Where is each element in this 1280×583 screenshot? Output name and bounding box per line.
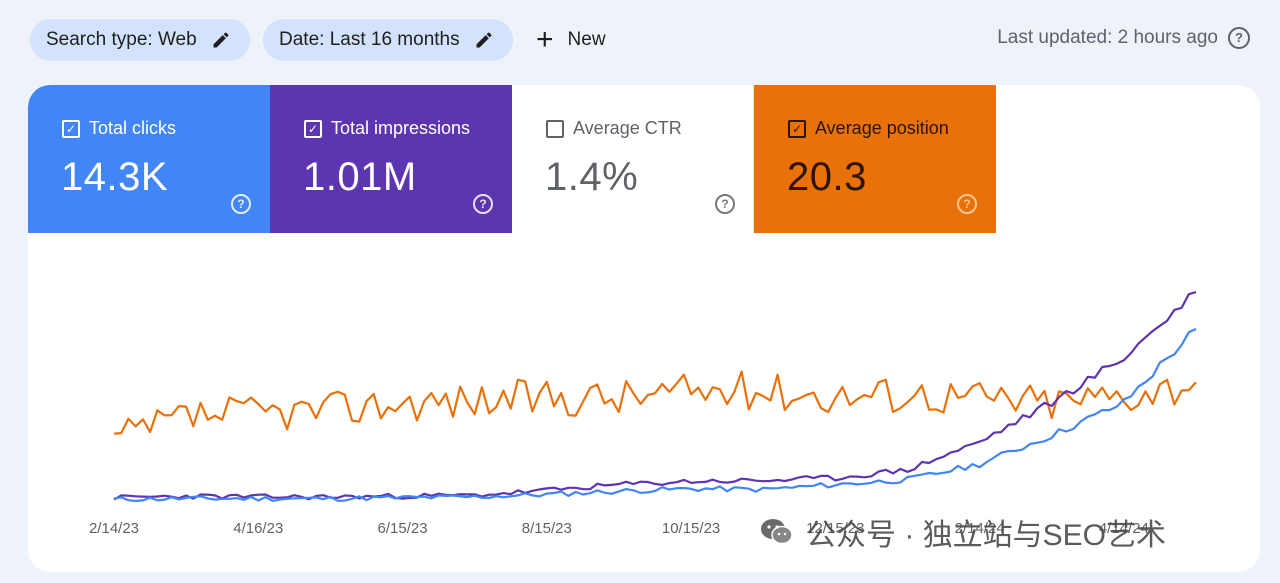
checkbox-checked-icon[interactable]: ✓ xyxy=(62,119,80,138)
help-icon[interactable]: ? xyxy=(473,194,493,214)
series-line-total-clicks xyxy=(113,327,1197,503)
metric-value: 20.3 xyxy=(787,155,867,199)
x-tick-label: 6/15/23 xyxy=(378,520,428,537)
last-updated: Last updated: 2 hours ago ? xyxy=(997,27,1250,49)
watermark-text: 公众号 · 独立站与SEO艺术 xyxy=(806,519,1167,552)
metric-average-position[interactable]: ✓ Average position 20.3 ? xyxy=(754,85,996,233)
search-type-label: Search type: Web xyxy=(46,29,197,50)
watermark: 公众号 · 独立站与SEO艺术 xyxy=(760,510,1166,554)
edit-pencil-icon xyxy=(476,32,492,48)
x-tick-label: 8/15/23 xyxy=(522,520,572,537)
metric-label-row: ✓ Average position xyxy=(788,118,949,139)
metric-average-ctr[interactable]: Average CTR 1.4% ? xyxy=(512,85,754,233)
series-line-average-position xyxy=(113,370,1197,435)
metric-total-impressions[interactable]: ✓ Total impressions 1.01M ? xyxy=(270,85,512,233)
edit-pencil-icon xyxy=(213,32,229,48)
new-button-label: New xyxy=(567,29,606,50)
metric-label: Average CTR xyxy=(573,118,682,138)
toolbar: Search type: Web Date: Last 16 months + … xyxy=(0,0,1280,82)
checkbox-checked-icon[interactable]: ✓ xyxy=(304,119,322,138)
metric-value: 1.01M xyxy=(303,155,417,199)
x-tick-label: 2/14/23 xyxy=(89,520,139,537)
metric-total-clicks[interactable]: ✓ Total clicks 14.3K ? xyxy=(28,85,270,233)
help-icon[interactable]: ? xyxy=(231,194,251,214)
metric-label: Total impressions xyxy=(331,118,471,138)
metric-value: 1.4% xyxy=(545,155,639,199)
x-tick-label: 2/14/24 xyxy=(955,520,1005,537)
last-updated-text: Last updated: 2 hours ago xyxy=(997,27,1218,48)
help-icon[interactable]: ? xyxy=(957,194,977,214)
search-type-filter[interactable]: Search type: Web xyxy=(30,19,250,61)
performance-card: ✓ Total clicks 14.3K ? ✓ Total impressio… xyxy=(28,85,1260,572)
help-icon[interactable]: ? xyxy=(1228,27,1250,49)
date-filter[interactable]: Date: Last 16 months xyxy=(263,19,513,61)
wechat-logo-icon xyxy=(760,517,794,547)
plus-icon: + xyxy=(536,23,554,56)
x-tick-label: 4/14/24 xyxy=(1099,520,1149,537)
x-tick-label: 4/16/23 xyxy=(233,520,283,537)
series-line-total-impressions xyxy=(113,291,1197,501)
metric-label: Average position xyxy=(815,118,949,138)
x-tick-label: 12/15/23 xyxy=(806,520,864,537)
checkbox-unchecked-icon[interactable] xyxy=(546,119,564,138)
metric-label-row: ✓ Total impressions xyxy=(304,118,470,139)
metric-label-row: Average CTR xyxy=(546,118,682,139)
metric-label-row: ✓ Total clicks xyxy=(62,118,176,139)
metric-value: 14.3K xyxy=(61,155,169,199)
metric-label: Total clicks xyxy=(89,118,177,138)
performance-line-chart[interactable]: 2/14/23 4/16/23 6/15/23 8/15/23 10/15/23 12/1… xyxy=(28,233,1260,572)
x-tick-label: 10/15/23 xyxy=(662,520,720,537)
checkbox-checked-icon[interactable]: ✓ xyxy=(788,119,806,138)
help-icon[interactable]: ? xyxy=(715,194,735,214)
date-filter-label: Date: Last 16 months xyxy=(279,29,460,50)
new-filter-button[interactable]: + New xyxy=(536,19,606,61)
